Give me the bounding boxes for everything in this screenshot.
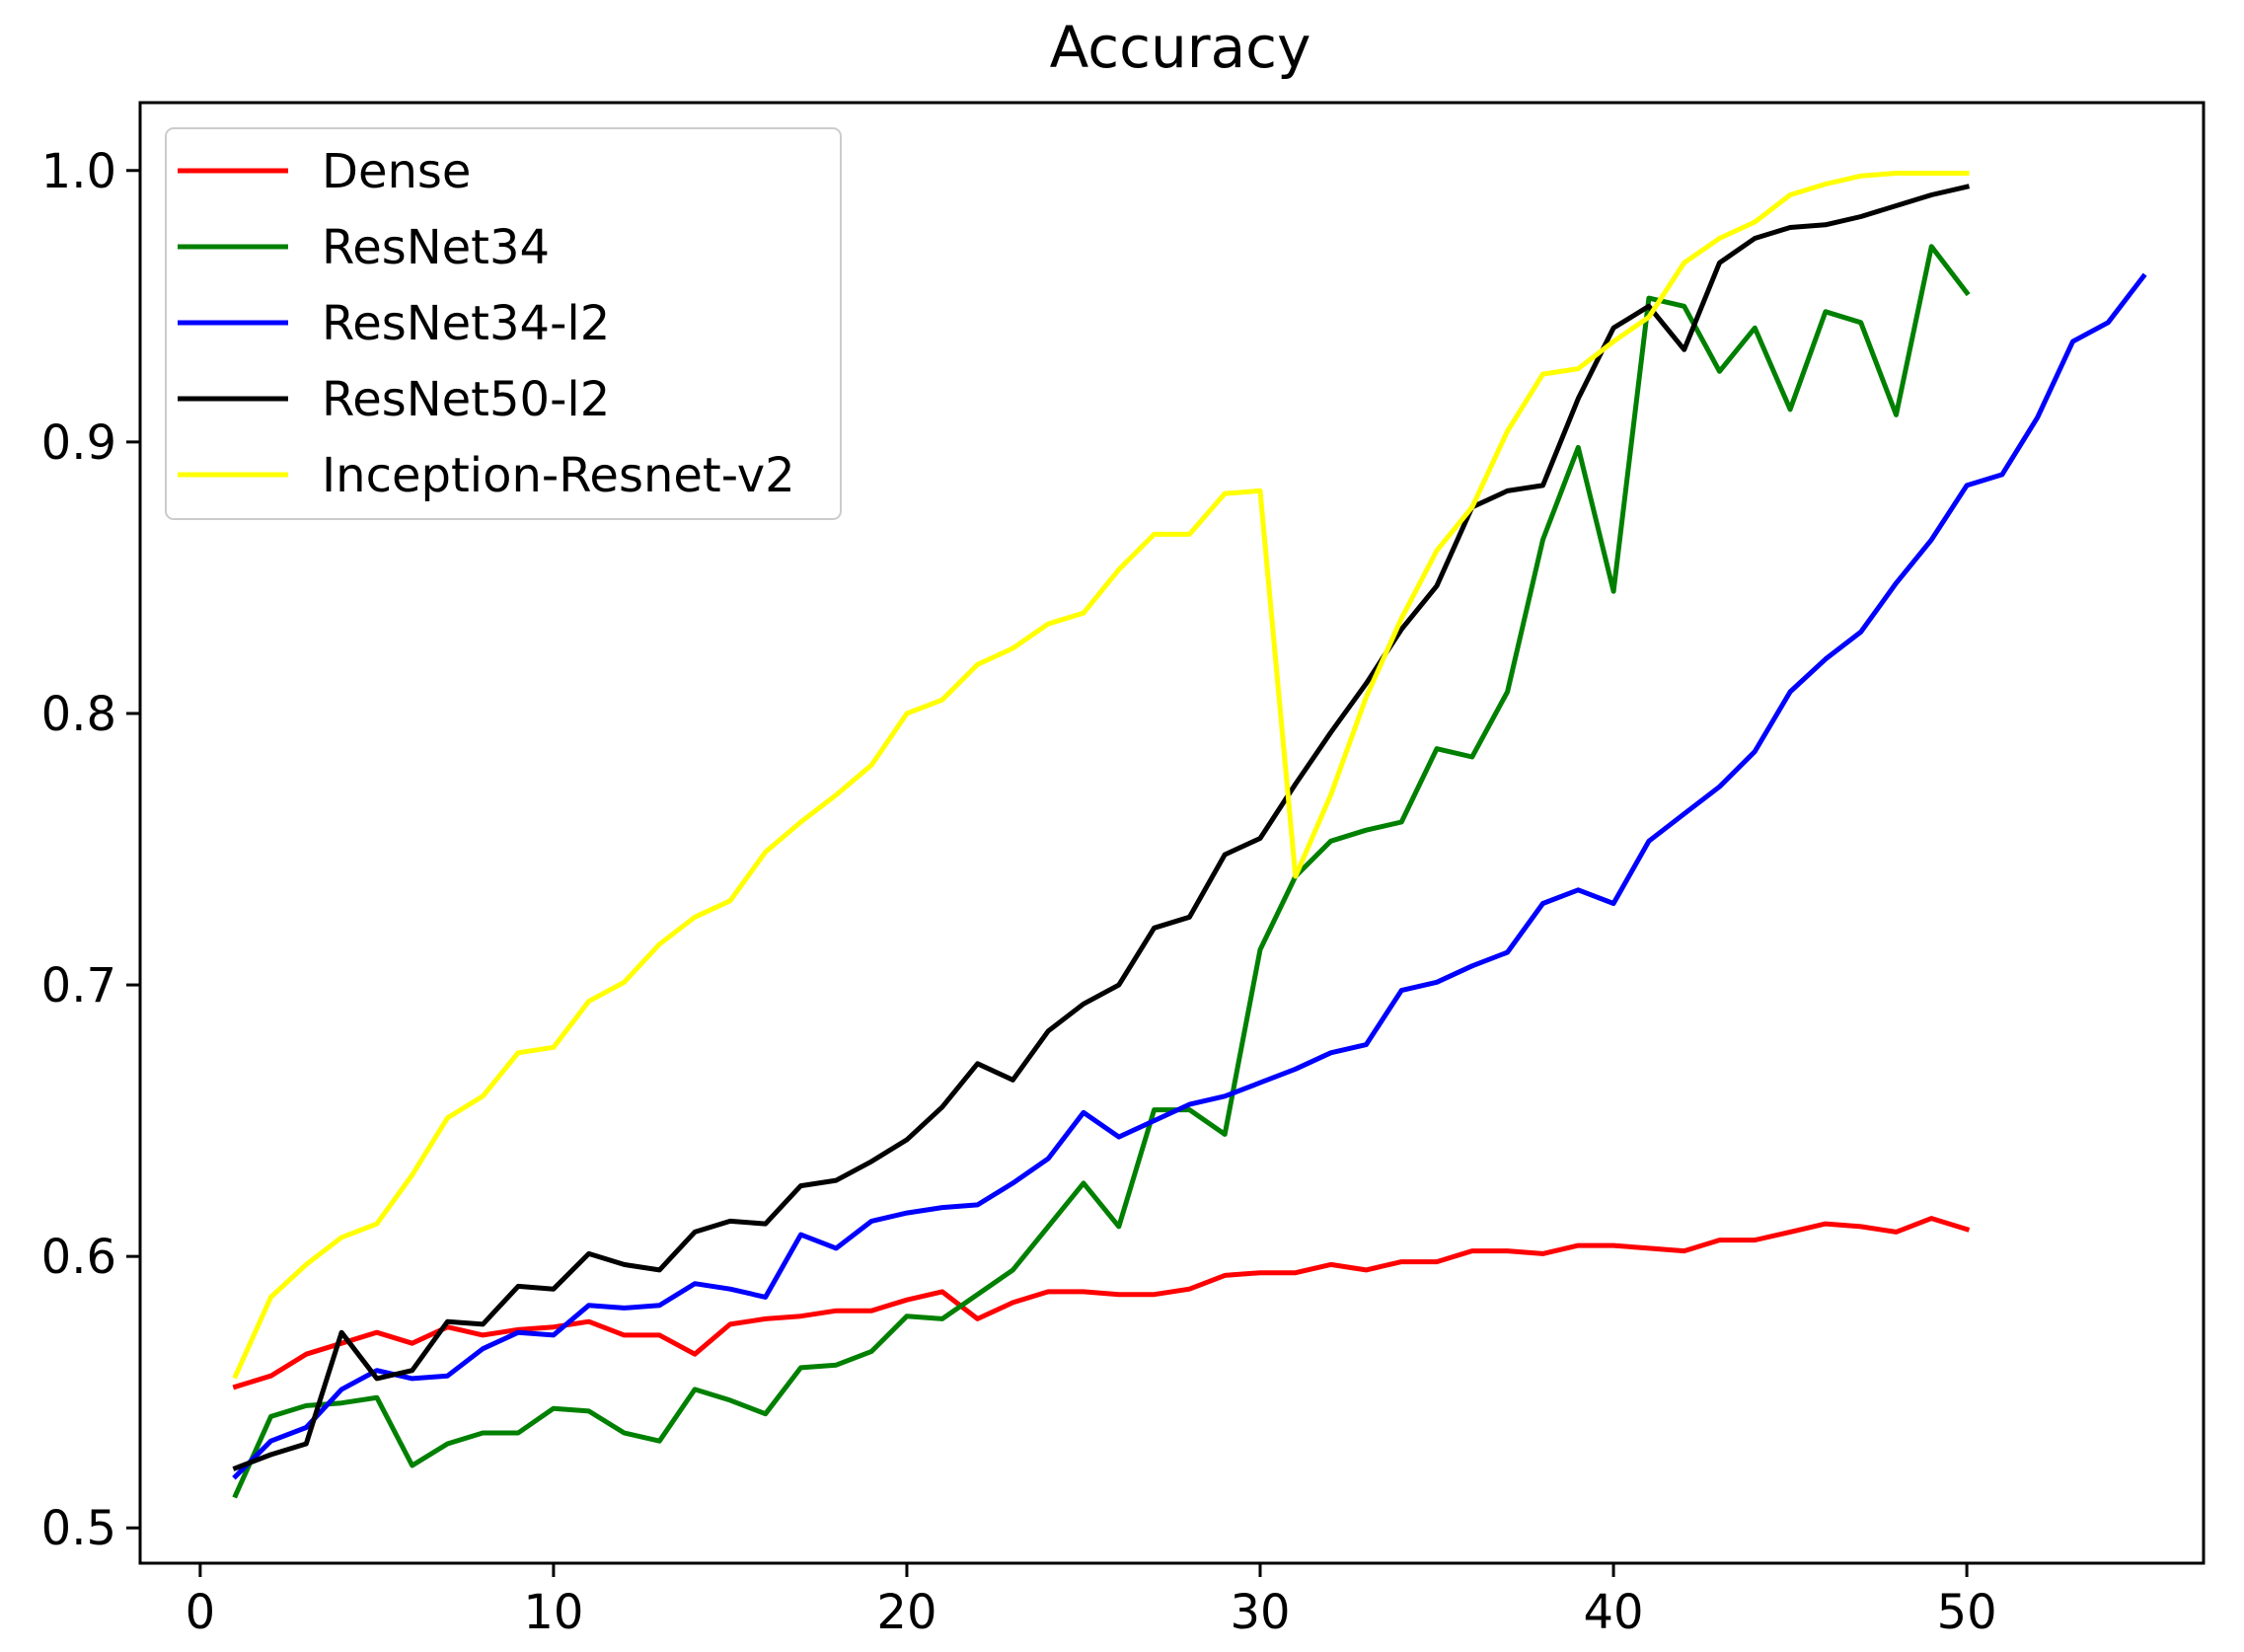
legend-label: ResNet34-l2 (322, 296, 610, 351)
legend-box (165, 127, 842, 520)
plot-frame (138, 101, 2206, 1565)
legend-label: Inception-Resnet-v2 (322, 448, 795, 503)
x-tick-label: 40 (1584, 1585, 1644, 1640)
series-layer (232, 171, 2147, 1499)
y-tick-label: 0.6 (41, 1230, 116, 1285)
x-tick-label: 0 (186, 1585, 216, 1640)
legend-label: Dense (322, 144, 471, 199)
series-line-resnet34 (232, 244, 1971, 1499)
y-tick-label: 0.7 (41, 958, 116, 1014)
y-tick-label: 0.5 (41, 1501, 116, 1556)
x-tick-label: 50 (1937, 1585, 1997, 1640)
legend-label: ResNet50-l2 (322, 372, 610, 427)
series-line-resnet34-l2 (232, 272, 2147, 1480)
y-tick-label: 0.8 (41, 687, 116, 742)
axes-layer: 0 10 20 30 40 50 0.5 0.6 0.7 0.8 0.9 1.0 (41, 101, 2206, 1640)
legend: Dense ResNet34 ResNet34-l2 ResNet50-l2 Incep… (165, 127, 842, 520)
legend-label: ResNet34 (322, 220, 550, 275)
series-line-dense (232, 1216, 1971, 1390)
y-tick-label: 1.0 (41, 144, 116, 199)
chart-title: Accuracy (1050, 14, 1311, 81)
series-line-inception-resnet-v2 (232, 171, 1970, 1380)
x-tick-label: 20 (876, 1585, 936, 1640)
series-line-resnet50-l2 (232, 184, 1971, 1471)
y-tick-label: 0.9 (41, 415, 116, 471)
x-tick-label: 30 (1230, 1585, 1290, 1640)
x-tick-label: 10 (523, 1585, 583, 1640)
